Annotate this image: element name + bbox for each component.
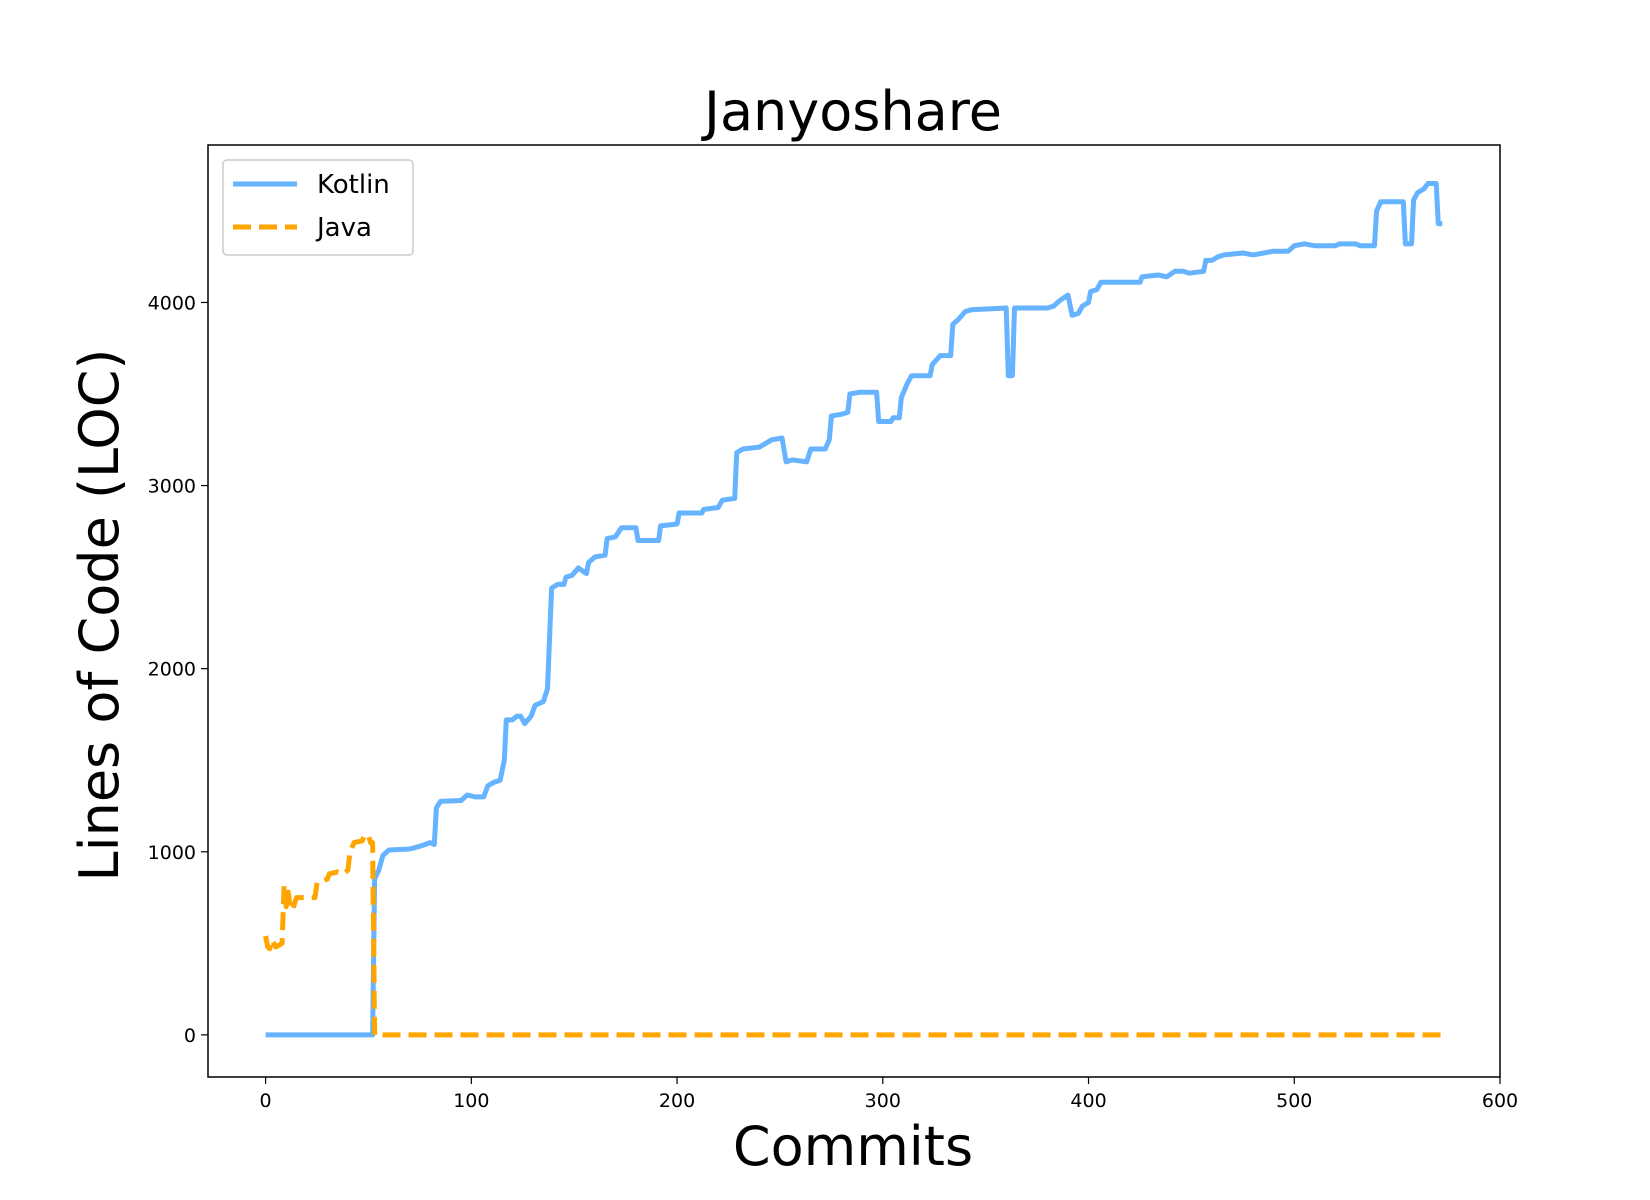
y-tick-label: 1000 bbox=[148, 842, 196, 864]
legend: Kotlin Java bbox=[222, 159, 414, 256]
legend-label-kotlin: Kotlin bbox=[317, 170, 390, 200]
series-line-kotlin bbox=[265, 181, 1443, 1038]
x-axis-label: Commits bbox=[733, 1115, 973, 1178]
x-tick-label: 200 bbox=[659, 1090, 695, 1112]
y-tick-label: 4000 bbox=[148, 292, 196, 314]
x-tick-label: 0 bbox=[260, 1090, 272, 1112]
y-tick-label: 0 bbox=[184, 1025, 196, 1047]
legend-label-java: Java bbox=[315, 213, 372, 243]
y-axis: 0 1000 2000 3000 4000 bbox=[148, 292, 208, 1047]
x-tick-label: 100 bbox=[453, 1090, 489, 1112]
plot-area-frame bbox=[207, 144, 1501, 1078]
y-tick-label: 3000 bbox=[148, 476, 196, 498]
x-tick-label: 600 bbox=[1482, 1090, 1518, 1112]
y-tick-label: 2000 bbox=[148, 659, 196, 681]
x-tick-label: 400 bbox=[1070, 1090, 1106, 1112]
chart-title: Janyoshare bbox=[701, 80, 1002, 143]
series-line-java bbox=[263, 832, 1443, 1038]
y-axis-label: Lines of Code (LOC) bbox=[68, 349, 131, 882]
series-layer bbox=[263, 181, 1443, 1038]
x-tick-label: 500 bbox=[1276, 1090, 1312, 1112]
x-axis: 0 100 200 300 400 500 600 bbox=[260, 1077, 1518, 1112]
x-tick-label: 300 bbox=[865, 1090, 901, 1112]
